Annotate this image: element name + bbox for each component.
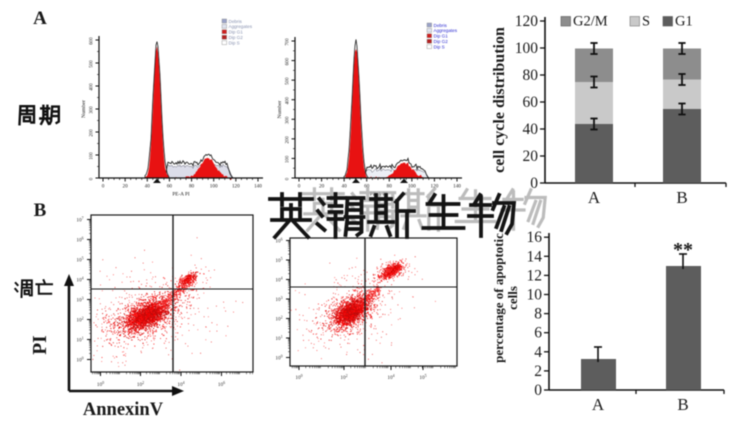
svg-text:60: 60 (167, 184, 173, 190)
svg-text:Dip S: Dip S (229, 40, 240, 45)
svg-text:200: 200 (286, 136, 291, 144)
svg-text:400: 400 (90, 83, 95, 91)
svg-text:500: 500 (286, 77, 291, 85)
svg-text:Dip G2: Dip G2 (434, 39, 449, 44)
svg-text:40: 40 (342, 184, 348, 190)
svg-text:300: 300 (90, 106, 95, 114)
svg-text:80: 80 (387, 184, 393, 190)
svg-text:500: 500 (90, 60, 95, 68)
svg-text:100: 100 (97, 381, 104, 388)
svg-text:80: 80 (189, 184, 195, 190)
svg-text:100: 100 (90, 152, 95, 160)
svg-text:60: 60 (364, 184, 370, 190)
svg-text:40: 40 (145, 184, 151, 190)
svg-text:600: 600 (286, 57, 291, 65)
svg-text:Number: Number (277, 100, 283, 118)
svg-text:120: 120 (232, 184, 240, 190)
svg-text:107: 107 (76, 216, 83, 223)
svg-text:300: 300 (286, 116, 291, 124)
svg-text:400: 400 (286, 96, 291, 104)
svg-text:Dip G1: Dip G1 (229, 30, 244, 35)
svg-text:Dip G2: Dip G2 (229, 35, 244, 40)
svg-text:100: 100 (210, 184, 218, 190)
svg-text:102: 102 (76, 316, 83, 323)
svg-text:105: 105 (76, 256, 83, 263)
svg-text:100: 100 (286, 155, 291, 163)
svg-text:Dip S: Dip S (434, 44, 445, 49)
svg-text:200: 200 (90, 129, 95, 137)
svg-text:PE-A PI: PE-A PI (172, 192, 189, 198)
svg-text:104: 104 (76, 276, 83, 283)
svg-text:106: 106 (218, 381, 225, 388)
svg-text:Debris: Debris (229, 19, 243, 24)
svg-text:120: 120 (431, 184, 439, 190)
svg-text:600: 600 (90, 37, 95, 45)
svg-text:0: 0 (298, 184, 301, 190)
svg-text:102: 102 (137, 381, 144, 388)
svg-text:101: 101 (76, 336, 83, 343)
svg-text:0: 0 (102, 184, 105, 190)
svg-text:100: 100 (76, 356, 83, 363)
svg-text:20: 20 (319, 184, 325, 190)
svg-text:140: 140 (453, 184, 461, 190)
svg-text:Aggregates: Aggregates (229, 24, 253, 29)
svg-text:Debris: Debris (434, 23, 448, 28)
svg-text:Dip G1: Dip G1 (434, 34, 449, 39)
svg-text:140: 140 (254, 184, 262, 190)
svg-text:106: 106 (76, 236, 83, 243)
svg-text:20: 20 (123, 184, 129, 190)
svg-text:Number: Number (81, 100, 87, 118)
svg-text:100: 100 (408, 184, 416, 190)
svg-text:Aggregates: Aggregates (434, 28, 458, 33)
svg-text:0: 0 (286, 177, 291, 180)
svg-text:104: 104 (177, 381, 184, 388)
svg-text:700: 700 (286, 38, 291, 46)
svg-text:0: 0 (90, 177, 95, 180)
svg-text:103: 103 (76, 296, 83, 303)
